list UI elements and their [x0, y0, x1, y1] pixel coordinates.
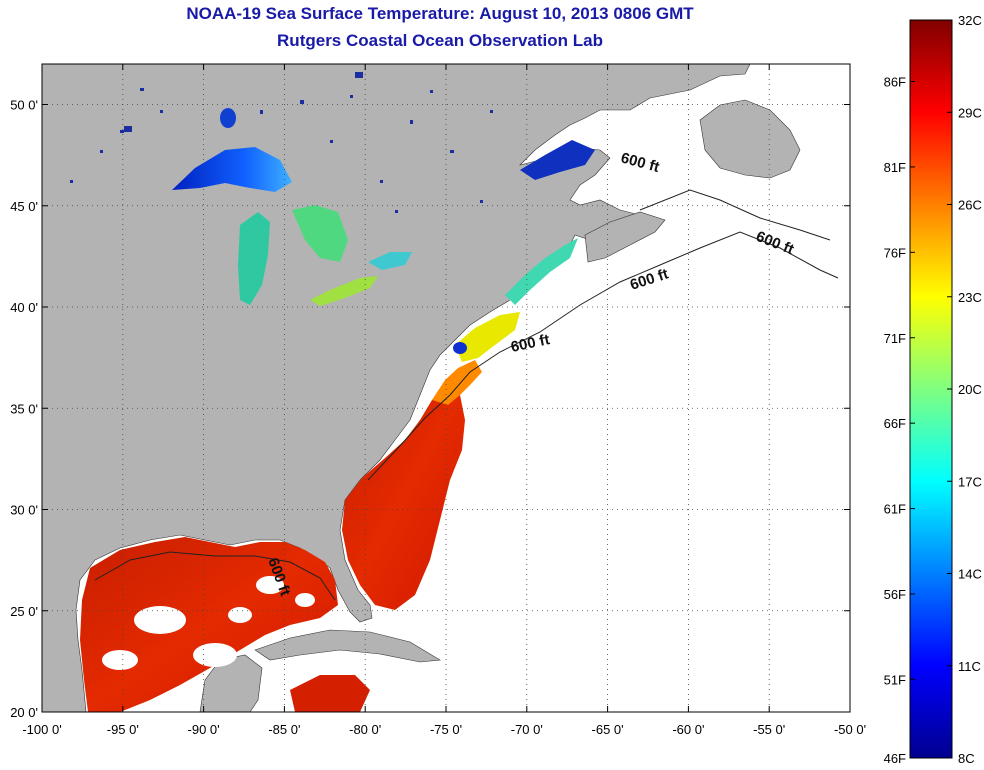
- land-cuba: [254, 629, 441, 663]
- colorbar-label-fahrenheit: 61F: [884, 502, 906, 517]
- colorbar-label-fahrenheit: 46F: [884, 751, 906, 766]
- lake-michigan: [238, 212, 270, 305]
- colorbar-label-celsius: 26C: [958, 198, 982, 213]
- lat-tick-label: 25 0': [10, 604, 38, 619]
- lon-tick-label: -65 0': [592, 722, 624, 737]
- colorbar-label-fahrenheit: 66F: [884, 416, 906, 431]
- small-lakes: [70, 72, 493, 213]
- lat-tick-label: 30 0': [10, 503, 38, 518]
- lon-tick-label: -60 0': [672, 722, 704, 737]
- colorbar-label-celsius: 23C: [958, 290, 982, 305]
- lon-tick-label: -75 0': [430, 722, 462, 737]
- map-title: NOAA-19 Sea Surface Temperature: August …: [186, 4, 694, 23]
- st-lawrence-estuary: [520, 140, 595, 180]
- colorbar-label-fahrenheit: 56F: [884, 587, 906, 602]
- lake-huron: [292, 205, 348, 262]
- colorbar-label-fahrenheit: 71F: [884, 331, 906, 346]
- land-north-america: [42, 64, 751, 712]
- colorbar-label-celsius: 14C: [958, 567, 982, 582]
- lake-erie: [310, 276, 378, 306]
- sst-chesapeake-cold: [453, 342, 467, 354]
- colorbar-label-fahrenheit: 51F: [884, 672, 906, 687]
- land-yucatan: [199, 654, 263, 712]
- colorbar-label-fahrenheit: 86F: [884, 75, 906, 90]
- colorbar: [909, 19, 953, 759]
- sst-mid-atlantic-shelf: [432, 360, 482, 405]
- sst-gulf-of-maine: [505, 238, 578, 305]
- isobath-600ft: [367, 231, 839, 481]
- colorbar-label-celsius: 11C: [958, 659, 981, 674]
- sst-atlantic-gulf-stream: [342, 385, 465, 610]
- sst-new-jersey-shelf: [455, 312, 520, 362]
- land-nova-scotia: [584, 211, 666, 263]
- sst-caribbean: [290, 675, 370, 712]
- colorbar-label-celsius: 32C: [958, 13, 982, 28]
- lat-tick-label: 40 0': [10, 300, 38, 315]
- colorbar-label-celsius: 20C: [958, 382, 982, 397]
- lake-nipigon: [220, 108, 236, 128]
- lon-tick-label: -55 0': [753, 722, 785, 737]
- isobath-600ft-grand-banks: [639, 189, 831, 241]
- colorbar-label-celsius: 29C: [958, 105, 982, 120]
- lon-tick-label: -85 0': [268, 722, 300, 737]
- lon-tick-label: -90 0': [188, 722, 220, 737]
- lon-tick-label: -80 0': [349, 722, 381, 737]
- colorbar-labels: 32C 29C 26C 23C 20C 17C 14C 11C 8C 86F 81F 76F 71F 66…: [884, 13, 982, 766]
- lat-tick-label: 20 0': [10, 705, 38, 720]
- colorbar-label-fahrenheit: 76F: [884, 245, 906, 260]
- lake-ontario: [368, 252, 412, 270]
- isobath-600ft-gulf: [94, 551, 336, 601]
- colorbar-label-fahrenheit: 81F: [884, 160, 906, 175]
- lat-tick-label: 35 0': [10, 401, 38, 416]
- lon-tick-label: -100 0': [22, 722, 61, 737]
- colorbar-label-celsius: 8C: [958, 751, 975, 766]
- map-subtitle: Rutgers Coastal Ocean Observation Lab: [277, 31, 603, 50]
- colorbar-label-celsius: 17C: [958, 474, 982, 489]
- lon-tick-label: -95 0': [107, 722, 139, 737]
- lat-tick-label: 45 0': [10, 199, 38, 214]
- lon-tick-label: -70 0': [511, 722, 543, 737]
- lon-tick-label: -50 0': [834, 722, 866, 737]
- lake-superior: [172, 147, 292, 192]
- map-content: [42, 64, 839, 712]
- lat-tick-label: 50 0': [10, 98, 38, 113]
- map-axis-ticks: -100 0' -95 0' -90 0' -85 0' -80 0' -75 0' -70…: [10, 64, 866, 737]
- land-newfoundland: [699, 99, 801, 179]
- map-grid: [42, 64, 850, 712]
